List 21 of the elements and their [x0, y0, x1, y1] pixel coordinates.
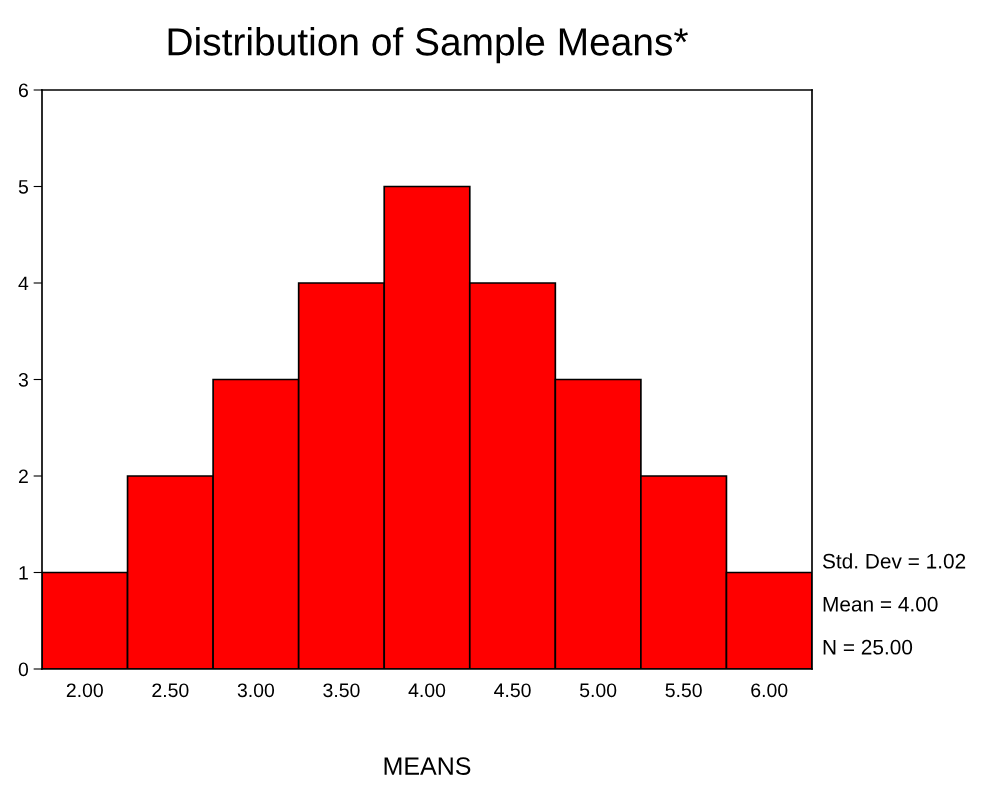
- y-tick-label: 0: [18, 662, 29, 677]
- chart-title: Distribution of Sample Means*: [168, 27, 688, 64]
- x-tick-label: 5.00: [579, 683, 617, 698]
- y-tick-label: 5: [18, 180, 28, 194]
- y-tick-label: 3: [18, 372, 28, 387]
- y-tick-label: 2: [18, 469, 28, 484]
- x-tick-label: 3.00: [237, 683, 275, 698]
- x-tick-label: 5.50: [665, 683, 702, 698]
- y-tick-label: 6: [18, 83, 28, 98]
- text: Std. Dev = 1.02: [822, 553, 966, 569]
- x-tick-label: 6.00: [751, 683, 788, 698]
- x-tick-label: 4.50: [494, 683, 531, 698]
- text: Mean = 4.00: [823, 596, 938, 612]
- x-tick-label: 2.50: [152, 683, 189, 698]
- y-tick-label: 4: [18, 276, 29, 291]
- x-tick-label: 2.00: [66, 683, 103, 698]
- x-axis-title: MEANS: [384, 757, 471, 775]
- x-tick-label: 4.00: [408, 683, 446, 698]
- text: N = 25.00: [823, 639, 913, 655]
- y-tick-label: 1: [19, 566, 28, 580]
- x-tick-label: 3.50: [323, 683, 360, 698]
